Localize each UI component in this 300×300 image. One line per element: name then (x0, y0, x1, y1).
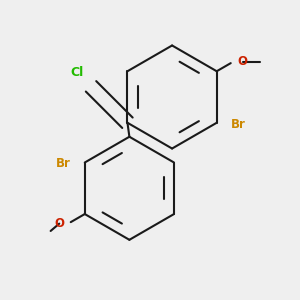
Text: Br: Br (231, 118, 246, 131)
Text: Cl: Cl (71, 66, 84, 79)
Text: O: O (237, 56, 247, 68)
Text: O: O (54, 217, 64, 230)
Text: Br: Br (56, 158, 70, 170)
